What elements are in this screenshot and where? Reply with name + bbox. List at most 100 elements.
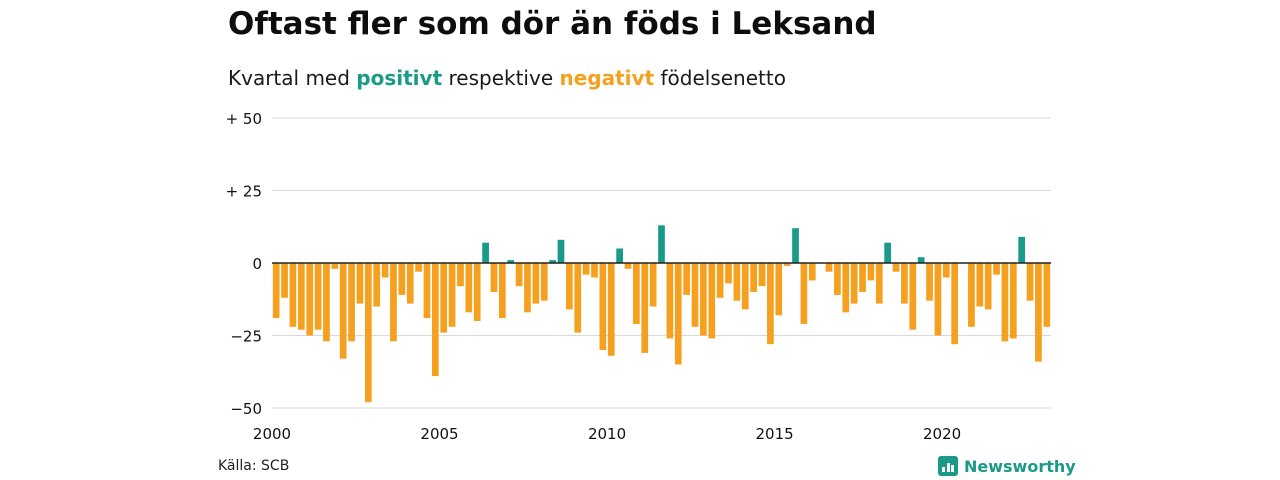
bar [415,263,422,272]
bar [658,225,665,263]
y-tick-label: −50 [230,400,262,418]
bar [942,263,950,278]
bar [473,263,481,321]
bar [356,263,364,304]
bar [1043,263,1051,327]
bar [850,263,858,304]
subtitle-suffix: födelsenetto [660,66,786,90]
x-tick-label: 2020 [923,425,961,443]
bar [566,263,573,310]
subtitle-middle: respektive [448,66,554,90]
bar [364,263,372,403]
bar [633,263,640,324]
bar [1018,236,1026,263]
bar [875,263,883,304]
bar [984,263,992,310]
bar [666,263,674,339]
x-tick-label: 2010 [588,425,626,443]
bar [524,263,531,313]
bar [306,263,314,336]
bar [398,263,406,295]
bar [339,263,347,359]
x-tick-label: 2000 [253,425,291,443]
brand-logo: Newsworthy [938,456,1076,476]
bar [582,263,590,275]
y-tick-label: 0 [252,255,262,273]
bar [1026,263,1034,301]
bar [373,263,381,307]
bar [331,263,339,269]
bar [482,242,489,263]
bar [750,263,757,292]
bar [423,263,431,319]
bar [1009,263,1017,339]
bar [465,263,473,313]
bar [448,263,456,327]
bar [406,263,414,304]
y-tick-label: + 50 [226,110,262,128]
bar [390,263,397,342]
bar [641,263,649,353]
bar [272,263,280,319]
bar [1001,263,1009,342]
bar [859,263,866,292]
bar [993,263,1000,275]
subtitle-prefix: Kvartal med [228,66,350,90]
bar [842,263,850,313]
bar [825,263,833,272]
bar [549,260,556,263]
bar [800,263,808,324]
bar [607,263,615,356]
subtitle-positive: positivt [356,66,443,90]
bar [909,263,917,330]
bar [926,263,933,301]
x-tick-label: 2005 [420,425,458,443]
bar [951,263,959,345]
subtitle-negative: negativt [559,66,655,90]
bar [741,263,749,310]
bar [381,263,389,278]
bar [758,263,766,287]
bar [431,263,439,377]
bar [574,263,582,333]
bar [314,263,322,330]
bar [557,239,565,263]
brand-name: Newsworthy [964,456,1076,476]
bar [683,263,690,295]
bar [892,263,900,272]
bar [792,228,799,263]
bar [834,263,841,295]
chart-subtitle: Kvartal med positivt respektive negativt… [228,66,786,90]
bar [289,263,297,327]
bar [624,263,632,269]
bar [808,263,816,281]
bar [708,263,716,339]
bar [1035,263,1042,362]
bar [775,263,783,316]
bar [725,263,732,284]
bar [691,263,699,327]
bar [968,263,975,327]
bar [440,263,448,333]
chart-title: Oftast fler som dör än föds i Leksand [228,6,877,42]
bar [917,257,925,263]
y-tick-label: + 25 [226,183,262,201]
bar [599,263,607,350]
bar [783,263,791,266]
bar [532,263,540,304]
bar [901,263,908,304]
bar [884,242,892,263]
bar [700,263,707,336]
source-note: Källa: SCB [218,458,290,474]
bar [591,263,598,278]
bar [348,263,355,342]
bar [649,263,657,307]
bar [457,263,464,287]
bar [976,263,984,307]
bar [674,263,682,365]
bar [733,263,741,301]
bar [323,263,330,342]
bar [499,263,506,319]
bar [867,263,875,281]
